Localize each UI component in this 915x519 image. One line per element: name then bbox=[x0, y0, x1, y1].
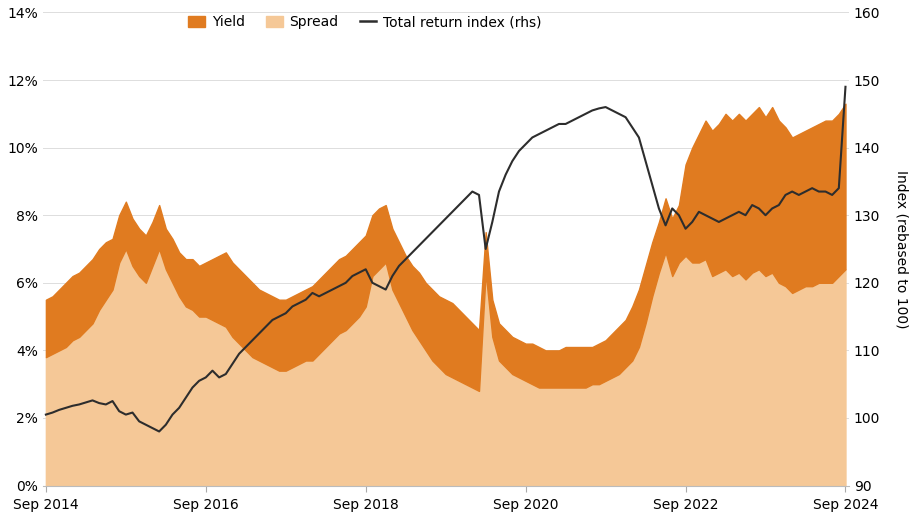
Legend: Yield, Spread, Total return index (rhs): Yield, Spread, Total return index (rhs) bbox=[183, 10, 547, 35]
Y-axis label: Index (rebased to 100): Index (rebased to 100) bbox=[894, 170, 908, 328]
